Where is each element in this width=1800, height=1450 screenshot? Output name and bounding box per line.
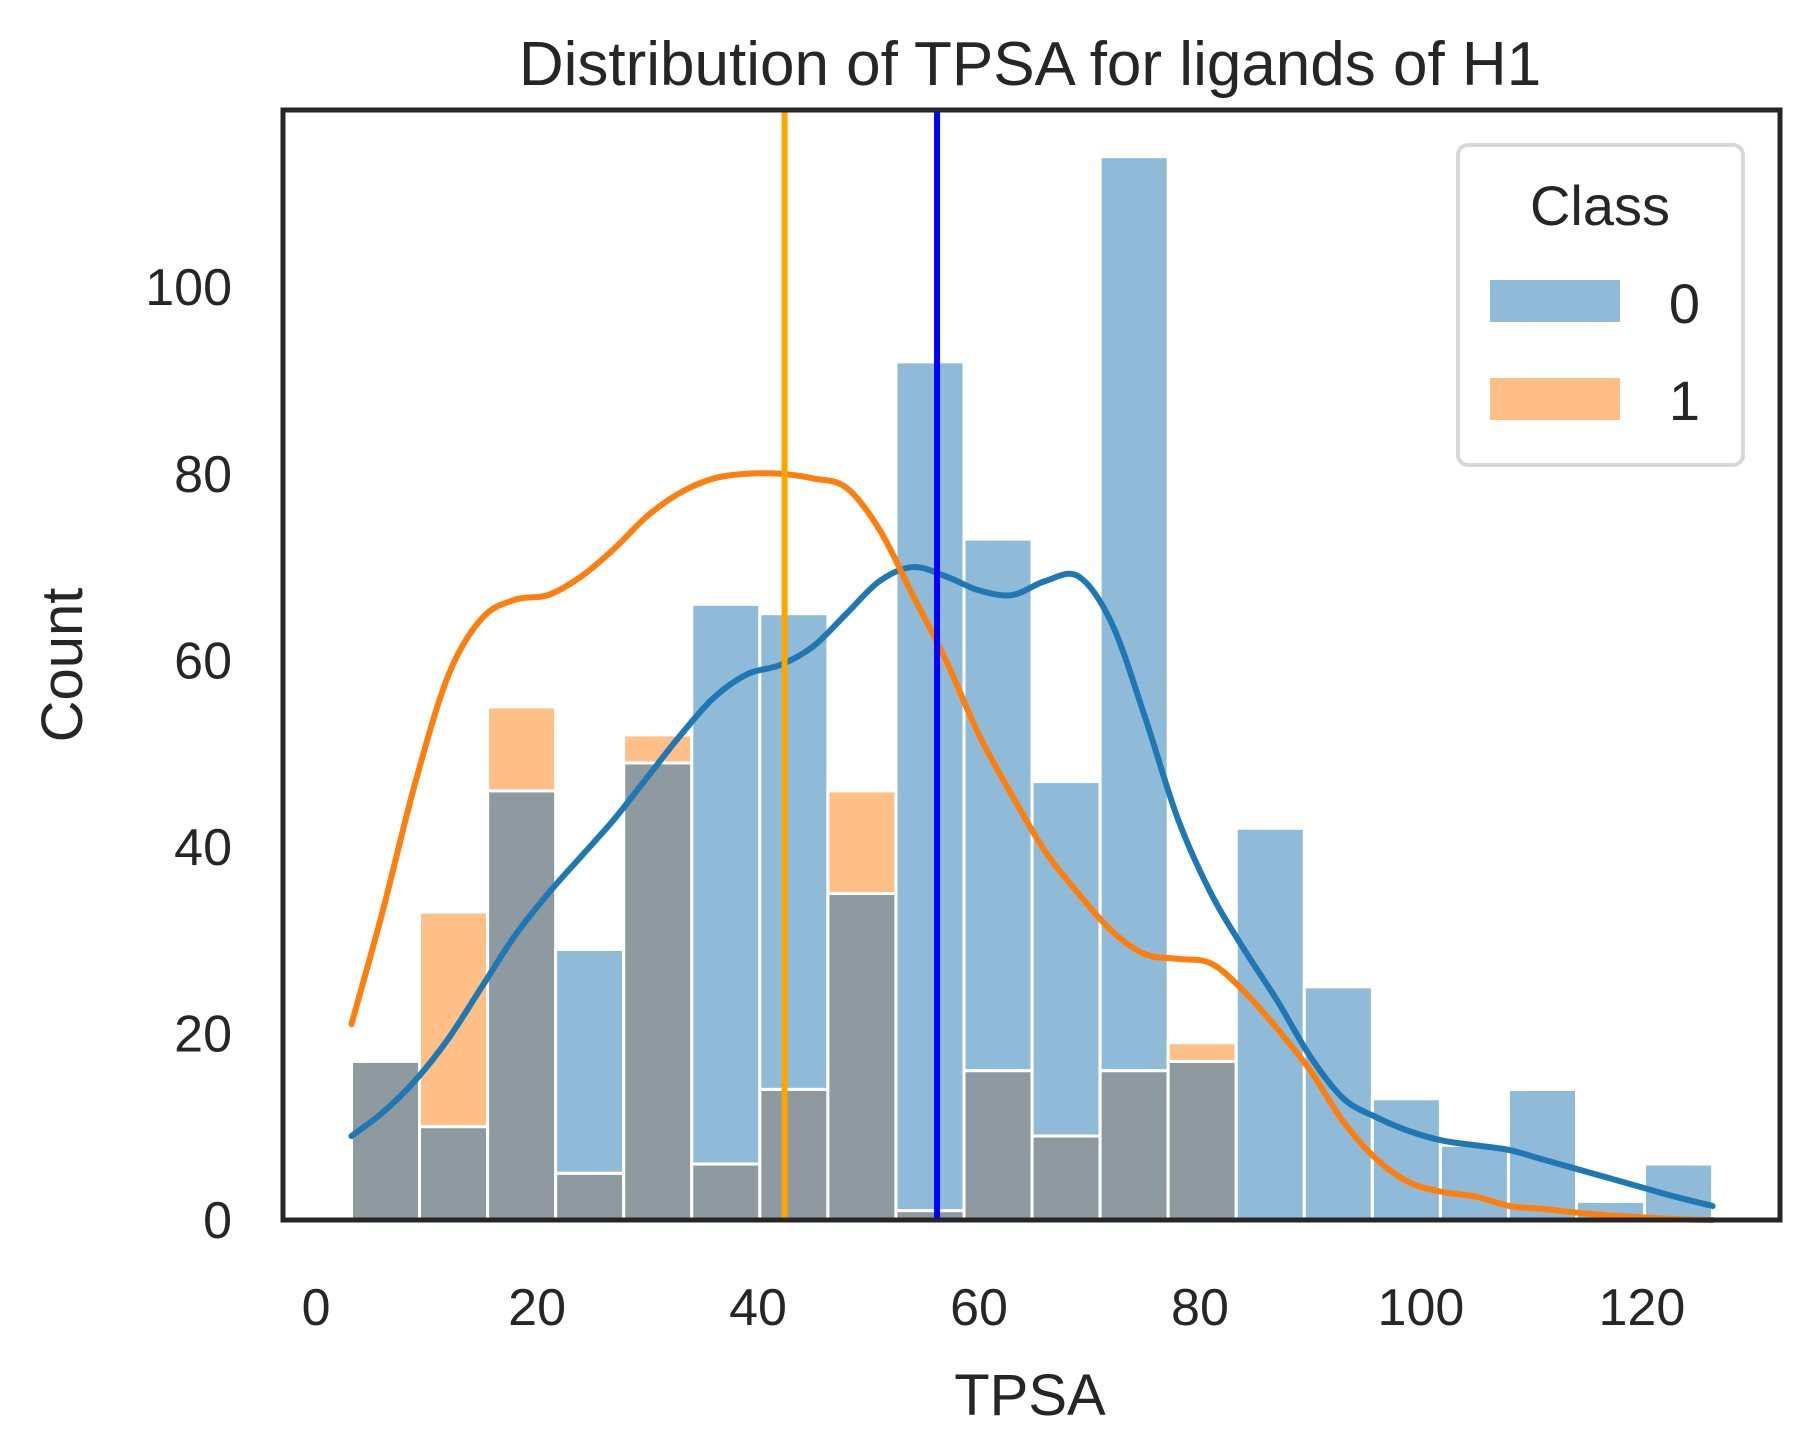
x-tick-label: 80 xyxy=(1171,1279,1229,1337)
x-axis-ticks: 0 20 40 60 80 100 120 xyxy=(302,1279,1686,1337)
chart-title: Distribution of TPSA for ligands of H1 xyxy=(519,30,1541,99)
y-tick-label: 0 xyxy=(203,1192,232,1250)
bar-class-1-bin-4 xyxy=(622,733,694,765)
mean-lines xyxy=(781,110,941,1220)
bar-class-1-bin-7 xyxy=(826,789,898,896)
bar-class-0-bin-10 xyxy=(1030,780,1102,1138)
bar-overlap-bin-2 xyxy=(486,789,558,1222)
y-axis-label: Count xyxy=(30,588,95,743)
bar-overlap-bin-1 xyxy=(418,1125,490,1222)
legend-swatch-0 xyxy=(1490,280,1620,322)
bar-class-1-bin-2 xyxy=(486,705,558,793)
bar-overlap-bin-4 xyxy=(622,761,694,1222)
x-tick-label: 60 xyxy=(950,1279,1008,1337)
legend-title: Class xyxy=(1530,174,1670,237)
y-tick-label: 100 xyxy=(145,259,232,317)
bar-overlap-bin-11 xyxy=(1098,1069,1170,1222)
kde-line-class-0 xyxy=(348,564,1716,1210)
x-tick-label: 20 xyxy=(508,1279,566,1337)
bar-class-1-bin-12 xyxy=(1166,1041,1238,1063)
y-tick-label: 60 xyxy=(174,632,232,690)
x-tick-label: 0 xyxy=(302,1279,331,1337)
x-axis-label: TPSA xyxy=(954,1363,1106,1428)
y-tick-label: 40 xyxy=(174,819,232,877)
bar-overlap-bin-7 xyxy=(826,892,898,1222)
histogram-bars xyxy=(349,155,1715,1222)
bar-class-0-bin-11 xyxy=(1098,155,1170,1073)
bar-class-0-bin-5 xyxy=(690,602,762,1166)
x-tick-label: 120 xyxy=(1599,1279,1686,1337)
legend-label-0: 0 xyxy=(1669,272,1700,335)
legend-swatch-1 xyxy=(1490,378,1620,420)
x-tick-label: 40 xyxy=(729,1279,787,1337)
bar-overlap-bin-9 xyxy=(962,1069,1034,1222)
kde-line-class-1 xyxy=(348,470,1716,1223)
y-tick-label: 20 xyxy=(174,1005,232,1063)
bar-class-0-bin-16 xyxy=(1438,1143,1510,1222)
bar-class-0-bin-8 xyxy=(894,360,966,1213)
bar-class-0-bin-14 xyxy=(1302,985,1374,1222)
bar-overlap-bin-5 xyxy=(690,1162,762,1222)
bar-class-0-bin-9 xyxy=(962,537,1034,1073)
plot-frame xyxy=(280,107,1783,1223)
y-tick-label: 80 xyxy=(174,446,232,504)
bar-overlap-bin-10 xyxy=(1030,1134,1102,1222)
bar-class-0-bin-3 xyxy=(554,947,626,1175)
legend-label-1: 1 xyxy=(1669,369,1700,432)
y-axis-ticks: 0 20 40 60 80 100 xyxy=(145,259,232,1250)
bar-class-0-bin-6 xyxy=(758,612,830,1091)
bar-overlap-bin-3 xyxy=(554,1171,626,1222)
kde-curves xyxy=(348,470,1716,1223)
legend: Class 0 1 xyxy=(1456,143,1745,467)
bar-class-1-bin-1 xyxy=(418,910,490,1129)
bar-overlap-bin-12 xyxy=(1166,1059,1238,1222)
bar-overlap-bin-6 xyxy=(758,1087,830,1222)
x-tick-label: 100 xyxy=(1378,1279,1465,1337)
